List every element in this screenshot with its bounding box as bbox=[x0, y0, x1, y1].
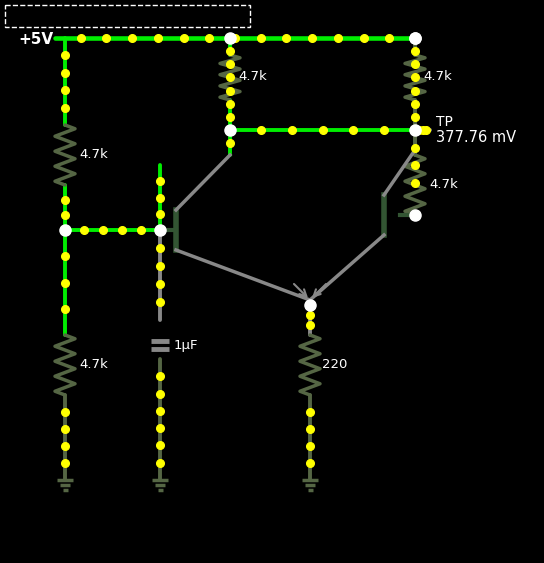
Text: TP: TP bbox=[436, 115, 453, 129]
Bar bbox=[5, 5, 250, 27]
Text: 4.7k: 4.7k bbox=[79, 149, 108, 162]
Text: +5V: +5V bbox=[18, 32, 53, 47]
Text: 220: 220 bbox=[322, 359, 348, 372]
Text: 4.7k: 4.7k bbox=[79, 359, 108, 372]
Text: 377.76 mV: 377.76 mV bbox=[436, 131, 516, 145]
Text: 4.7k: 4.7k bbox=[423, 70, 452, 83]
Text: 4.7k: 4.7k bbox=[238, 70, 267, 83]
Text: 1μF: 1μF bbox=[174, 338, 199, 351]
Text: 4.7k: 4.7k bbox=[429, 178, 458, 191]
